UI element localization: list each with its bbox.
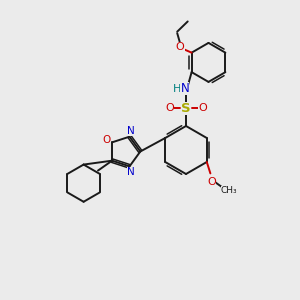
Text: H: H: [173, 84, 181, 94]
Text: O: O: [198, 103, 207, 113]
Text: N: N: [127, 126, 135, 136]
Text: O: O: [102, 135, 110, 145]
Text: O: O: [165, 103, 174, 113]
Text: S: S: [181, 101, 191, 115]
Text: CH₃: CH₃: [221, 186, 237, 195]
Text: O: O: [207, 177, 216, 187]
Text: N: N: [180, 82, 189, 95]
Text: N: N: [127, 167, 135, 177]
Text: O: O: [176, 42, 184, 52]
